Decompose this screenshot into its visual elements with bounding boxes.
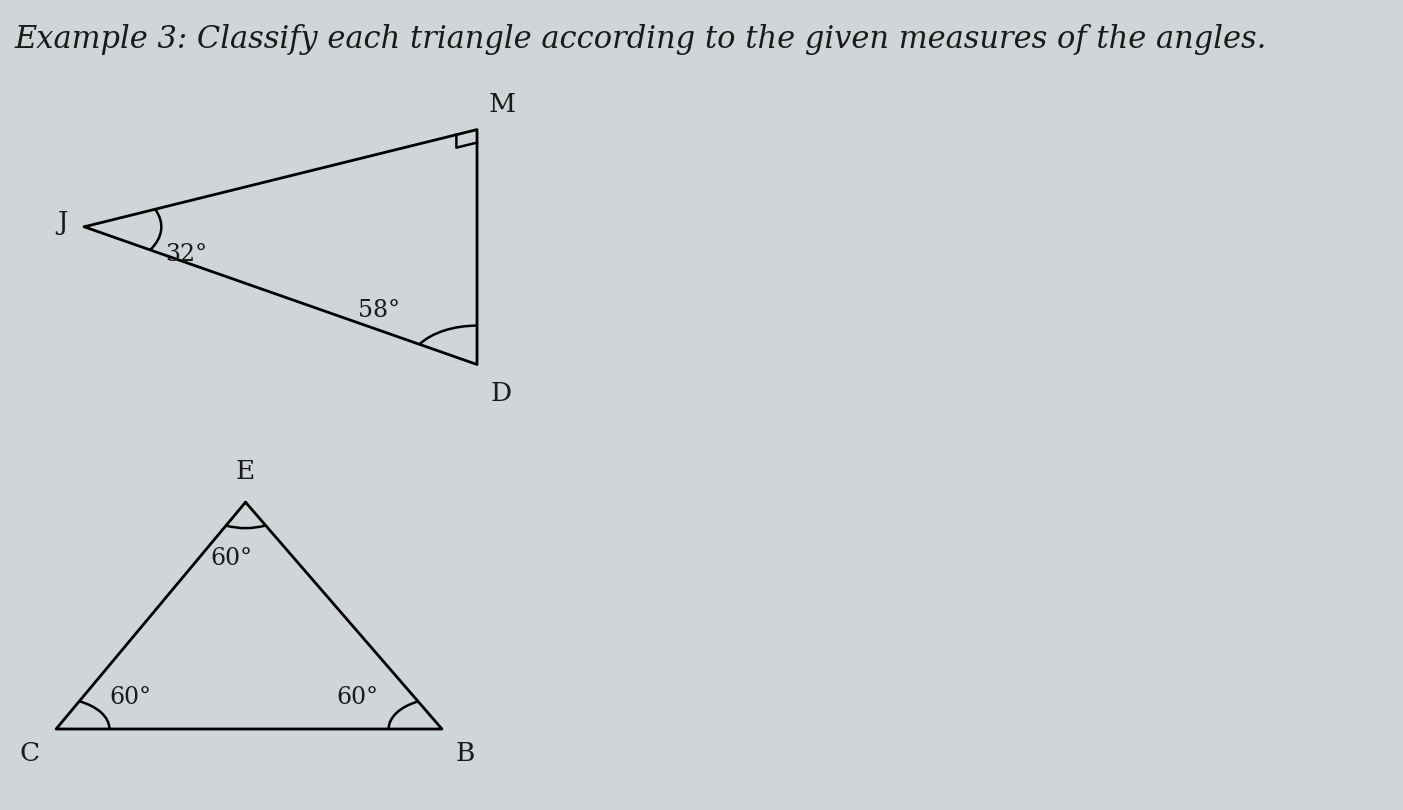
Text: 60°: 60°: [109, 686, 152, 709]
Text: 32°: 32°: [166, 243, 208, 266]
Text: 58°: 58°: [358, 300, 400, 322]
Text: M: M: [488, 92, 515, 117]
Text: B: B: [456, 741, 476, 766]
Text: J: J: [58, 211, 67, 235]
Text: C: C: [20, 741, 39, 766]
Text: D: D: [491, 381, 512, 406]
Text: 60°: 60°: [337, 686, 379, 709]
Text: Example 3: Classify each triangle according to the given measures of the angles.: Example 3: Classify each triangle accord…: [14, 24, 1267, 55]
Text: 60°: 60°: [210, 547, 253, 569]
Text: E: E: [236, 459, 255, 484]
